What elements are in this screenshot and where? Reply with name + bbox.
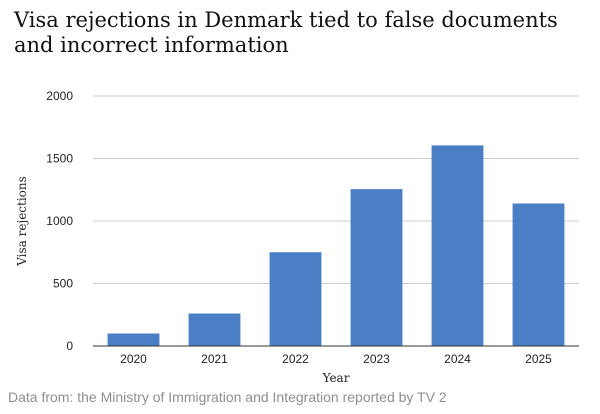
bar-2021: [188, 313, 241, 346]
y-tick-labels: 0 500 1000 1500 2000: [46, 89, 73, 353]
x-tick-label: 2023: [363, 352, 390, 366]
source-note: Data from: the Ministry of Immigration a…: [8, 389, 447, 405]
y-tick-label: 1500: [46, 152, 73, 166]
x-tick-label: 2022: [282, 352, 309, 366]
chart-title: Visa rejections in Denmark tied to false…: [14, 8, 558, 57]
x-tick-label: 2025: [525, 352, 552, 366]
bars: [107, 145, 565, 346]
x-tick-label: 2024: [444, 352, 471, 366]
y-axis-title: Visa rejections: [15, 176, 29, 267]
x-tick-label: 2021: [201, 352, 228, 366]
y-tick-label: 500: [53, 277, 73, 291]
bar-2020: [107, 333, 160, 346]
y-tick-label: 0: [66, 339, 73, 353]
x-tick-label: 2020: [120, 352, 147, 366]
bar-2025: [512, 203, 565, 346]
x-tick-labels: 2020 2021 2022 2023 2024 2025: [120, 352, 552, 366]
bar-2024: [431, 145, 484, 346]
x-axis-title: Year: [322, 371, 350, 385]
gridlines: [93, 95, 579, 284]
y-tick-label: 2000: [46, 89, 73, 103]
bar-2022: [269, 252, 322, 346]
y-tick-label: 1000: [46, 214, 73, 228]
bar-2023: [350, 189, 403, 346]
